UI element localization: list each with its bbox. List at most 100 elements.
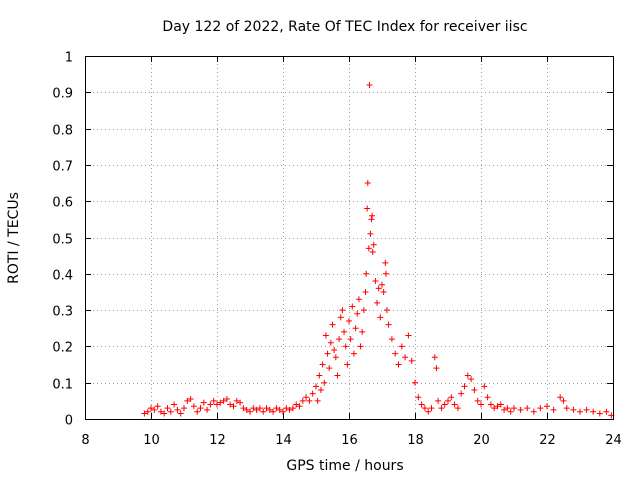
data-point xyxy=(296,403,303,410)
data-point xyxy=(181,405,187,412)
y-tick-label: 0 xyxy=(65,414,73,429)
x-tick-label: 14 xyxy=(275,433,292,448)
data-point xyxy=(484,394,491,401)
data-point xyxy=(458,390,465,397)
data-point xyxy=(354,310,361,317)
data-point xyxy=(336,336,343,343)
data-point xyxy=(379,281,385,288)
data-point xyxy=(319,361,326,368)
data-point xyxy=(412,379,418,386)
data-point xyxy=(385,321,392,328)
data-point xyxy=(360,307,367,314)
data-point xyxy=(237,399,244,406)
y-tick-label: 0.5 xyxy=(52,233,73,248)
data-point xyxy=(314,397,321,404)
data-point xyxy=(570,406,577,413)
data-point xyxy=(491,405,498,412)
data-point xyxy=(352,325,359,332)
data-point xyxy=(377,314,384,321)
data-point xyxy=(474,397,481,404)
data-point xyxy=(550,406,557,413)
data-point xyxy=(596,410,603,417)
data-point xyxy=(395,361,402,368)
data-point xyxy=(471,386,478,393)
data-point xyxy=(451,401,458,408)
data-point xyxy=(161,410,168,417)
data-point xyxy=(313,383,319,390)
plot-frame xyxy=(85,56,614,420)
data-point xyxy=(174,406,181,413)
y-tick-label: 0.9 xyxy=(52,87,73,102)
data-point xyxy=(511,405,517,412)
data-point xyxy=(368,216,375,223)
data-point xyxy=(342,343,349,350)
data-point xyxy=(322,332,329,339)
axis-ticks: 8 10 12 14 16 18 20 22 24 0 0.1 0.2 0.3 0.4 0.5 0.6 0.7 0… xyxy=(52,51,621,449)
data-point xyxy=(380,288,387,295)
data-point xyxy=(560,397,567,404)
data-point xyxy=(504,405,511,412)
data-point xyxy=(293,401,300,408)
y-tick-label: 0.4 xyxy=(52,269,73,284)
data-point xyxy=(494,403,501,410)
data-point xyxy=(487,401,494,408)
data-point xyxy=(190,403,197,410)
data-point xyxy=(603,408,610,415)
data-point xyxy=(250,405,257,412)
y-tick-label: 0.2 xyxy=(52,341,73,356)
data-point xyxy=(369,249,376,256)
x-tick-label: 18 xyxy=(407,433,424,448)
data-point xyxy=(382,270,389,277)
data-point xyxy=(497,401,504,408)
data-point xyxy=(223,396,230,403)
data-point xyxy=(445,397,451,404)
data-point xyxy=(468,376,475,383)
data-point xyxy=(316,372,323,379)
data-point xyxy=(441,401,448,408)
data-point xyxy=(405,332,412,339)
data-point xyxy=(435,397,442,404)
x-axis-label: GPS time / hours xyxy=(286,458,403,474)
data-layer xyxy=(141,82,615,419)
data-point xyxy=(374,299,381,306)
data-point xyxy=(388,336,395,343)
data-point xyxy=(332,354,339,361)
data-point xyxy=(346,317,352,324)
data-point xyxy=(590,408,597,415)
data-point xyxy=(544,403,550,410)
data-point xyxy=(464,372,471,379)
data-point xyxy=(366,82,373,89)
data-point xyxy=(501,406,508,413)
data-point xyxy=(478,401,484,408)
data-point xyxy=(148,405,154,412)
data-point xyxy=(382,259,389,266)
grid xyxy=(85,56,613,419)
data-point xyxy=(481,383,488,390)
data-point xyxy=(266,406,273,413)
x-tick-label: 8 xyxy=(81,433,89,448)
data-point xyxy=(402,354,409,361)
data-point xyxy=(204,406,211,413)
data-point xyxy=(398,343,405,350)
chart-title: Day 122 of 2022, Rate Of TEC Index for r… xyxy=(162,19,527,35)
data-point xyxy=(344,361,351,368)
data-point xyxy=(383,307,390,314)
x-tick-label: 24 xyxy=(605,433,622,448)
data-point xyxy=(187,396,194,403)
data-point xyxy=(359,328,366,335)
data-point xyxy=(454,405,461,412)
data-point xyxy=(154,403,161,410)
data-point xyxy=(329,321,336,328)
y-axis-label: ROTI / TECUs xyxy=(6,192,22,284)
data-point xyxy=(364,205,371,212)
data-point xyxy=(370,241,377,248)
data-point xyxy=(194,408,201,415)
data-point xyxy=(507,408,514,415)
y-tick-label: 0.8 xyxy=(52,124,73,139)
y-tick-label: 0.6 xyxy=(52,196,73,211)
x-tick-label: 16 xyxy=(341,433,358,448)
data-point xyxy=(448,394,455,401)
data-point xyxy=(253,406,260,413)
data-point xyxy=(306,397,313,404)
data-point xyxy=(326,365,333,372)
